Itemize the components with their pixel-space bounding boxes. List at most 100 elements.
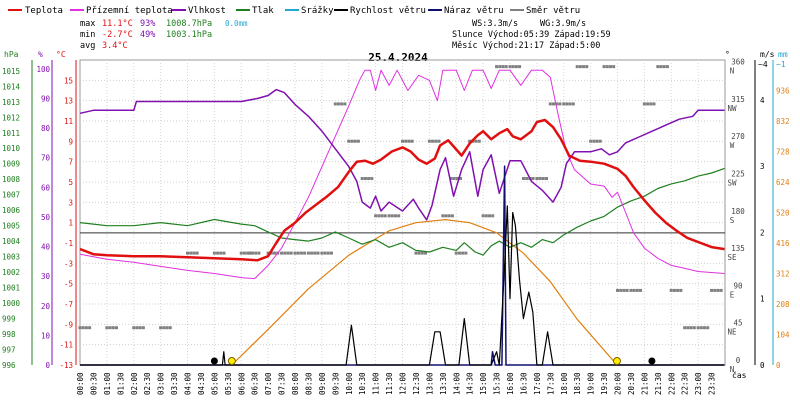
dir-point-31-0 <box>562 102 566 106</box>
pressure-tick-8: 1004 <box>2 237 21 246</box>
stats-max-label: max <box>80 19 95 29</box>
dir-point-25-0 <box>481 214 485 218</box>
x-tick-7: 03:30 <box>170 372 179 395</box>
svg-text:Přízemní teplota: Přízemní teplota <box>86 6 173 16</box>
legend-item-wind-dir: Směr větru <box>510 6 580 16</box>
dir-point-15-1 <box>363 177 367 181</box>
dir-point-20-2 <box>434 139 438 143</box>
dir-point-9-1 <box>283 251 287 255</box>
pressure-tick-17: 1013 <box>2 98 20 107</box>
unit-pct: % <box>38 50 43 59</box>
dir-point-0-3 <box>88 326 92 330</box>
dir-point-37-1 <box>646 102 650 106</box>
dir-point-21-0 <box>441 214 445 218</box>
x-tick-42: 21:00 <box>640 372 649 395</box>
dir-point-39-0 <box>669 288 673 292</box>
dir-point-16-3 <box>383 214 387 218</box>
dir-point-1-1 <box>108 326 112 330</box>
stats-min-press: 1003.1hPa <box>166 30 212 40</box>
dir-point-11-3 <box>316 251 320 255</box>
legend: Teplota Přízemní teplota Vlhkost Tlak Sr… <box>8 6 580 16</box>
dir-point-6-2 <box>246 251 250 255</box>
dir-point-13-1 <box>337 102 341 106</box>
dir-point-42-1 <box>713 288 717 292</box>
dir-point-18-1 <box>404 139 408 143</box>
x-tick-44: 22:00 <box>667 372 676 395</box>
dir-point-39-2 <box>676 288 680 292</box>
dir-point-32-0 <box>575 65 579 69</box>
stats-max-temp: 11.1°C <box>102 19 133 29</box>
dir-point-29-1 <box>538 177 542 181</box>
dir-tick-deg-3: 135 <box>731 244 745 253</box>
x-tick-20: 10:00 <box>345 372 354 395</box>
dir-tick-deg-2: 90 <box>733 281 743 290</box>
dir-point-15-2 <box>367 177 371 181</box>
dir-point-31-3 <box>571 102 575 106</box>
pressure-tick-9: 1005 <box>2 222 20 231</box>
x-tick-1: 00:30 <box>89 372 98 395</box>
dir-point-7-0 <box>247 251 251 255</box>
dir-tick-name-3: SE <box>727 253 737 262</box>
dir-point-0-1 <box>81 326 85 330</box>
dir-point-2-3 <box>141 326 145 330</box>
humidity-tick-2: 20 <box>41 302 51 311</box>
stats-min-temp: -2.7°C <box>102 30 133 40</box>
dir-point-25-1 <box>484 214 488 218</box>
dir-tick-deg-0: 0 <box>736 356 741 365</box>
x-tick-8: 04:00 <box>184 372 193 395</box>
dir-point-9-2 <box>286 251 290 255</box>
dir-point-30-1 <box>552 102 556 106</box>
pressure-tick-15: 1011 <box>2 129 20 138</box>
x-tick-24: 12:00 <box>399 372 408 395</box>
dir-point-14-1 <box>350 139 354 143</box>
dir-point-4-2 <box>192 251 196 255</box>
humidity-tick-6: 60 <box>41 183 51 192</box>
svg-text:Náraz větru: Náraz větru <box>444 6 504 16</box>
x-tick-25: 12:30 <box>412 372 421 395</box>
dir-point-12-1 <box>323 251 327 255</box>
moon-marker-1 <box>648 357 656 365</box>
legend-item-rain: Srážky <box>285 6 334 16</box>
legend-item-pressure: Tlak <box>236 6 274 16</box>
unit-hpa: hPa <box>4 50 19 59</box>
dir-point-2-0 <box>132 326 136 330</box>
dir-point-19-0 <box>414 251 418 255</box>
dir-point-10-2 <box>299 251 303 255</box>
pressure-tick-14: 1010 <box>2 144 21 153</box>
dir-point-3-0 <box>159 326 163 330</box>
x-tick-17: 08:30 <box>304 372 313 395</box>
dir-point-33-1 <box>592 139 596 143</box>
dir-point-39-1 <box>672 288 676 292</box>
unit-deg: ° <box>725 50 730 59</box>
dir-point-41-1 <box>699 326 703 330</box>
temp-tick-10: 7 <box>68 158 73 167</box>
humidity-tick-9: 90 <box>41 94 51 103</box>
dir-point-28-3 <box>531 177 535 181</box>
dir-point-29-2 <box>541 177 545 181</box>
x-tick-35: 17:30 <box>546 372 555 395</box>
dir-point-11-2 <box>313 251 317 255</box>
pressure-tick-12: 1008 <box>2 175 21 184</box>
x-tick-27: 13:30 <box>439 372 448 395</box>
dir-point-36-3 <box>639 288 643 292</box>
dir-point-23-0 <box>454 251 458 255</box>
dir-point-10-0 <box>293 251 297 255</box>
dir-point-6-1 <box>242 251 246 255</box>
dir-tick-name-5: SW <box>727 179 737 188</box>
dir-point-24-0 <box>468 139 472 143</box>
dir-point-22-2 <box>455 177 459 181</box>
rain-tick-2: 208 <box>776 300 790 309</box>
dir-point-8-2 <box>273 251 277 255</box>
svg-text:Srážky: Srážky <box>301 6 334 16</box>
dir-tick-name-1: NE <box>727 328 737 337</box>
temp-tick-3: -7 <box>64 300 73 309</box>
dir-point-29-0 <box>535 177 539 181</box>
dir-point-38-2 <box>662 65 666 69</box>
dir-tick-name-2: E <box>730 290 735 299</box>
dir-point-32-1 <box>578 65 582 69</box>
series-press-line <box>79 167 725 256</box>
x-tick-29: 14:30 <box>466 372 475 395</box>
dir-point-20-0 <box>427 139 431 143</box>
x-tick-11: 05:30 <box>224 372 233 395</box>
